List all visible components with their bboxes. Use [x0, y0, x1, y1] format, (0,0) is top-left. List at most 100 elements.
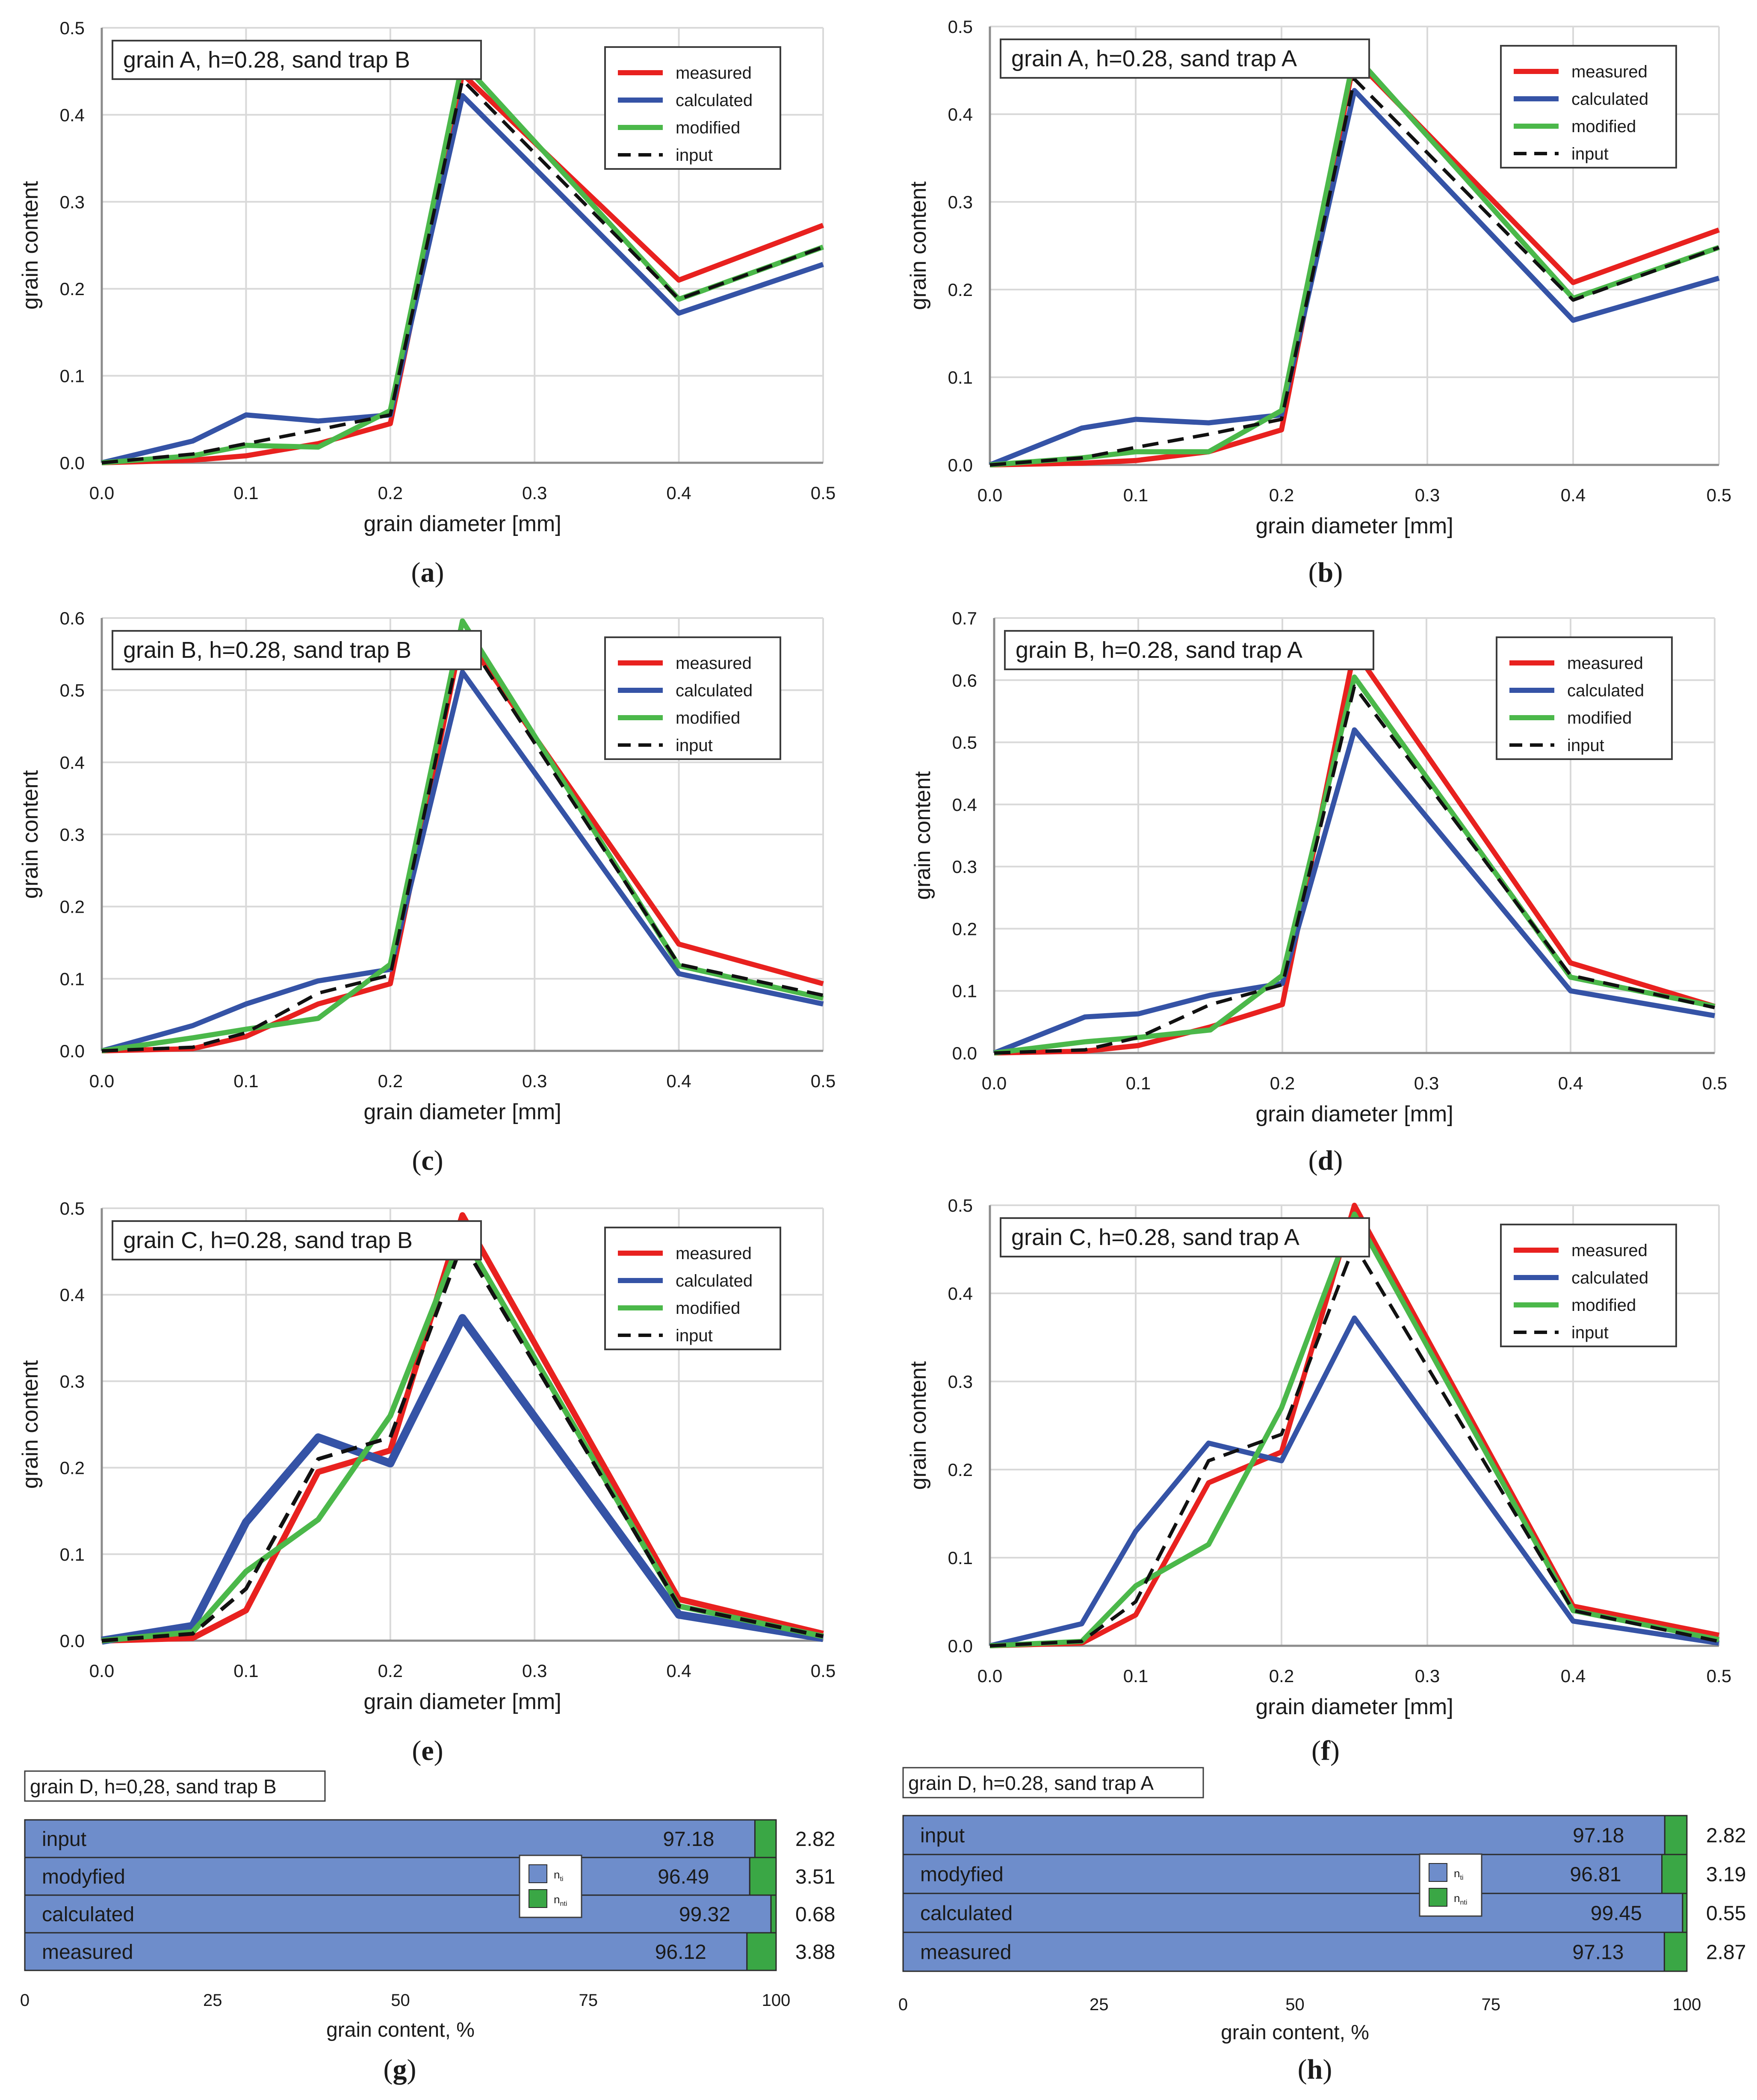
y-tick-label: 0.0 [948, 455, 973, 475]
bar-segment-nti [902, 1815, 1665, 1855]
legend-label: nti [554, 1868, 563, 1883]
value-label-nti: 96.81 [1570, 1863, 1621, 1886]
x-tick-label: 0.5 [811, 1071, 836, 1091]
chart-title: grain D, h=0,28, sand trap B [30, 1775, 277, 1798]
x-tick-label: 0.5 [811, 483, 836, 503]
series-line-measured [994, 648, 1716, 1056]
x-tick-label: 0.1 [1123, 1666, 1148, 1686]
category-label: calculated [42, 1903, 134, 1926]
x-tick-label: 0.1 [1126, 1073, 1151, 1093]
legend-label-modified: modified [1571, 117, 1636, 136]
y-tick-label: 0.1 [60, 969, 85, 989]
series-line-measured [101, 1212, 824, 1644]
x-tick-label: 0.0 [89, 483, 114, 503]
legend-label: nti [1454, 1867, 1463, 1881]
x-tick-label: 0.5 [811, 1661, 836, 1681]
y-axis-title: grain content [18, 181, 43, 310]
legend-swatch-nti [529, 1864, 547, 1883]
legend-label-modified: modified [676, 118, 740, 137]
y-tick-label: 0.4 [60, 752, 85, 772]
bar-segment-nnti [1663, 1931, 1688, 1972]
legend-label-calculated: calculated [676, 1272, 753, 1290]
series-line-modified [989, 1211, 1720, 1648]
y-tick-label: 0.0 [60, 1631, 85, 1651]
y-tick-label: 0.4 [948, 1284, 973, 1304]
bar-segment-nnti [1682, 1893, 1688, 1933]
legend-label-input: input [1571, 145, 1609, 163]
legend-frame [1500, 45, 1677, 169]
x-tick-label: 0.4 [666, 1071, 691, 1091]
x-tick-label: 0.4 [1561, 485, 1586, 505]
y-tick-label: 0.2 [948, 280, 973, 300]
value-label-nti: 96.12 [655, 1941, 706, 1964]
legend: nti nnti [1419, 1853, 1482, 1917]
legend: measured calculated modified input [1500, 1224, 1677, 1347]
x-tick-label: 50 [1285, 1995, 1305, 2014]
series-line-calculated [101, 1314, 824, 1645]
legend-label-input: input [1571, 1323, 1609, 1342]
y-tick-label: 0.2 [60, 1458, 85, 1478]
bar-segment-nnti [1661, 1854, 1688, 1894]
y-tick-label: 0.2 [60, 279, 85, 299]
line-chart-panel-c: 0.0 0.1 0.2 0.3 0.4 0.5 0.0 0.1 0.2 0.3 0.4 0.5 0.6 g… [18, 608, 836, 1176]
legend-label-measured: measured [1567, 654, 1643, 673]
panel-caption: (h) [1298, 2054, 1332, 2085]
chart-title-box: grain B, h=0.28, sand trap B [112, 630, 482, 670]
y-tick-label: 0.0 [948, 1636, 973, 1656]
series-line-input [994, 684, 1715, 1055]
legend-label: nnti [1454, 1892, 1467, 1906]
legend: measured calculated modified input [604, 636, 781, 760]
bar-segment-nnti [749, 1857, 777, 1896]
legend-label-calculated: calculated [1571, 90, 1648, 109]
legend-label-modified: modified [676, 709, 740, 728]
chart-title-box: grain C, h=0.28, sand trap A [1000, 1217, 1370, 1257]
x-tick-label: 75 [579, 1991, 598, 2010]
x-tick-label: 0.2 [378, 483, 403, 503]
y-tick-label: 0.2 [60, 897, 85, 917]
panel-caption: (f) [1311, 1735, 1340, 1766]
x-tick-label: 0.5 [1707, 1666, 1731, 1686]
line-chart-panel-d: 0.0 0.1 0.2 0.3 0.4 0.5 0.0 0.1 0.2 0.3 0.4 0.5 0.6 0… [910, 608, 1727, 1176]
x-tick-label: 0.0 [89, 1661, 114, 1681]
bar-segment-nnti [754, 1819, 777, 1858]
x-tick-label: 0.1 [1123, 485, 1148, 505]
panel-caption: (d) [1308, 1145, 1343, 1176]
legend-label-calculated: calculated [1567, 681, 1644, 700]
x-tick-label: 0 [20, 1991, 30, 2010]
legend-label-measured: measured [676, 64, 752, 83]
legend: measured calculated modified input [1500, 45, 1677, 169]
series-line-input [101, 1241, 824, 1643]
x-tick-label: 0.1 [233, 1071, 258, 1091]
x-tick-label: 0.0 [977, 1666, 1002, 1686]
series-line-calculated [101, 93, 824, 465]
legend-swatch-nti [1429, 1863, 1447, 1882]
y-axis-title: grain content [18, 770, 43, 899]
bar-segment-nti [902, 1893, 1683, 1933]
legend-label-modified: modified [676, 1299, 740, 1318]
y-tick-label: 0.5 [948, 1195, 973, 1216]
x-tick-label: 0.4 [1558, 1073, 1583, 1093]
category-label: input [920, 1825, 965, 1847]
value-label-nnti: 3.51 [795, 1866, 835, 1888]
legend-frame [604, 46, 781, 170]
y-tick-label: 0.1 [948, 367, 973, 387]
x-tick-label: 0.0 [982, 1073, 1007, 1093]
value-label-nnti: 0.68 [795, 1903, 835, 1926]
chart-title-box: grain C, h=0.28, sand trap B [112, 1220, 482, 1260]
panel-caption: (a) [411, 557, 444, 588]
value-label-nti: 97.13 [1572, 1941, 1624, 1964]
value-label-nnti: 2.82 [795, 1828, 835, 1851]
legend-label-measured: measured [1571, 62, 1648, 81]
y-axis-title: grain content [906, 181, 931, 310]
y-tick-label: 0.1 [948, 1548, 973, 1568]
y-tick-label: 0.3 [952, 857, 977, 877]
value-label-nnti: 3.19 [1706, 1863, 1746, 1886]
series-line-calculated [993, 727, 1716, 1056]
x-axis-title: grain diameter [mm] [363, 512, 561, 536]
x-tick-label: 0.3 [522, 483, 547, 503]
x-tick-label: 0.0 [977, 485, 1002, 505]
value-label-nti: 99.45 [1591, 1902, 1642, 1925]
x-tick-label: 0.3 [522, 1071, 547, 1091]
x-tick-label: 0.4 [666, 483, 691, 503]
